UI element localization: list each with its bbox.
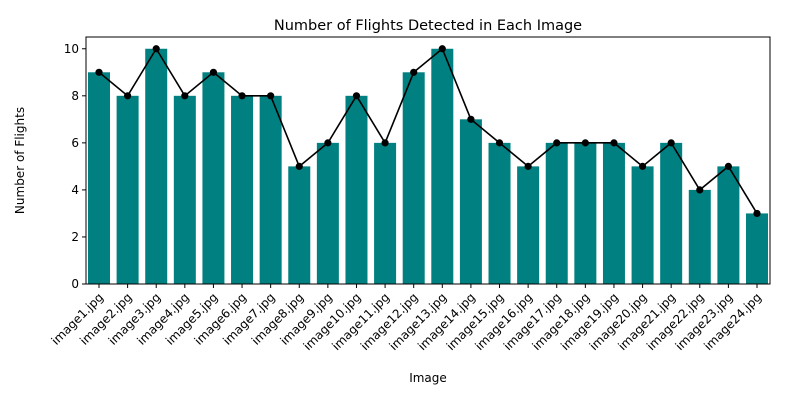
bar-11	[374, 142, 397, 284]
bar-8	[288, 166, 311, 284]
bar-21	[660, 142, 683, 284]
bar-6	[231, 95, 254, 284]
point-4	[181, 92, 189, 100]
point-19	[610, 139, 618, 147]
point-14	[467, 115, 475, 123]
y-tick-label: 0	[71, 277, 79, 291]
y-tick-label: 10	[64, 42, 79, 56]
y-axis: 0 2 4 6 8 10	[64, 42, 86, 291]
point-13	[438, 45, 446, 53]
point-12	[410, 68, 418, 76]
plot-frame	[85, 36, 771, 285]
bar-5	[202, 72, 225, 284]
bars-group	[88, 48, 768, 285]
y-axis-label: Number of Flights	[13, 107, 27, 214]
bar-22	[688, 189, 711, 284]
point-20	[638, 162, 647, 170]
y-tick-label: 8	[71, 89, 79, 103]
point-1	[95, 68, 103, 76]
bar-20	[631, 166, 654, 284]
bar-1	[88, 72, 110, 284]
point-16	[524, 162, 532, 170]
y-tick-label: 4	[71, 183, 79, 197]
bar-2	[116, 95, 139, 284]
bar-7	[259, 95, 282, 284]
bar-9	[316, 142, 339, 284]
x-axis-label: Image	[409, 371, 447, 385]
point-3	[152, 45, 160, 53]
point-7	[267, 92, 275, 100]
y-tick-label: 6	[71, 136, 79, 150]
series-line	[98, 47, 758, 214]
point-24	[753, 209, 761, 218]
chart-title: Number of Flights Detected in Each Image	[274, 18, 582, 34]
y-tick-label: 2	[71, 230, 79, 244]
bar-13	[431, 48, 454, 285]
point-10	[352, 92, 361, 100]
point-22	[696, 186, 704, 194]
point-2	[124, 92, 132, 100]
point-18	[581, 139, 589, 147]
bar-14	[459, 119, 482, 284]
point-9	[324, 139, 332, 147]
bar-18	[574, 142, 597, 284]
bar-23	[717, 166, 740, 284]
point-23	[724, 162, 732, 170]
point-8	[295, 162, 303, 170]
point-15	[495, 139, 504, 147]
point-11	[381, 139, 389, 147]
line-overlay-group	[95, 45, 761, 218]
x-axis: image1.jpgimage2.jpgimage3.jpgimage4.jpg…	[49, 284, 764, 353]
bar-15	[488, 142, 511, 284]
point-5	[209, 68, 218, 76]
point-17	[553, 139, 561, 147]
point-6	[238, 92, 246, 100]
bar-4	[173, 95, 196, 284]
point-21	[667, 139, 675, 147]
bar-3	[145, 48, 168, 285]
bar-16	[517, 166, 540, 284]
bar-19	[602, 142, 625, 284]
bar-10	[345, 95, 368, 284]
bar-12	[402, 72, 425, 284]
bar-24	[746, 213, 768, 284]
bar-17	[545, 142, 568, 284]
